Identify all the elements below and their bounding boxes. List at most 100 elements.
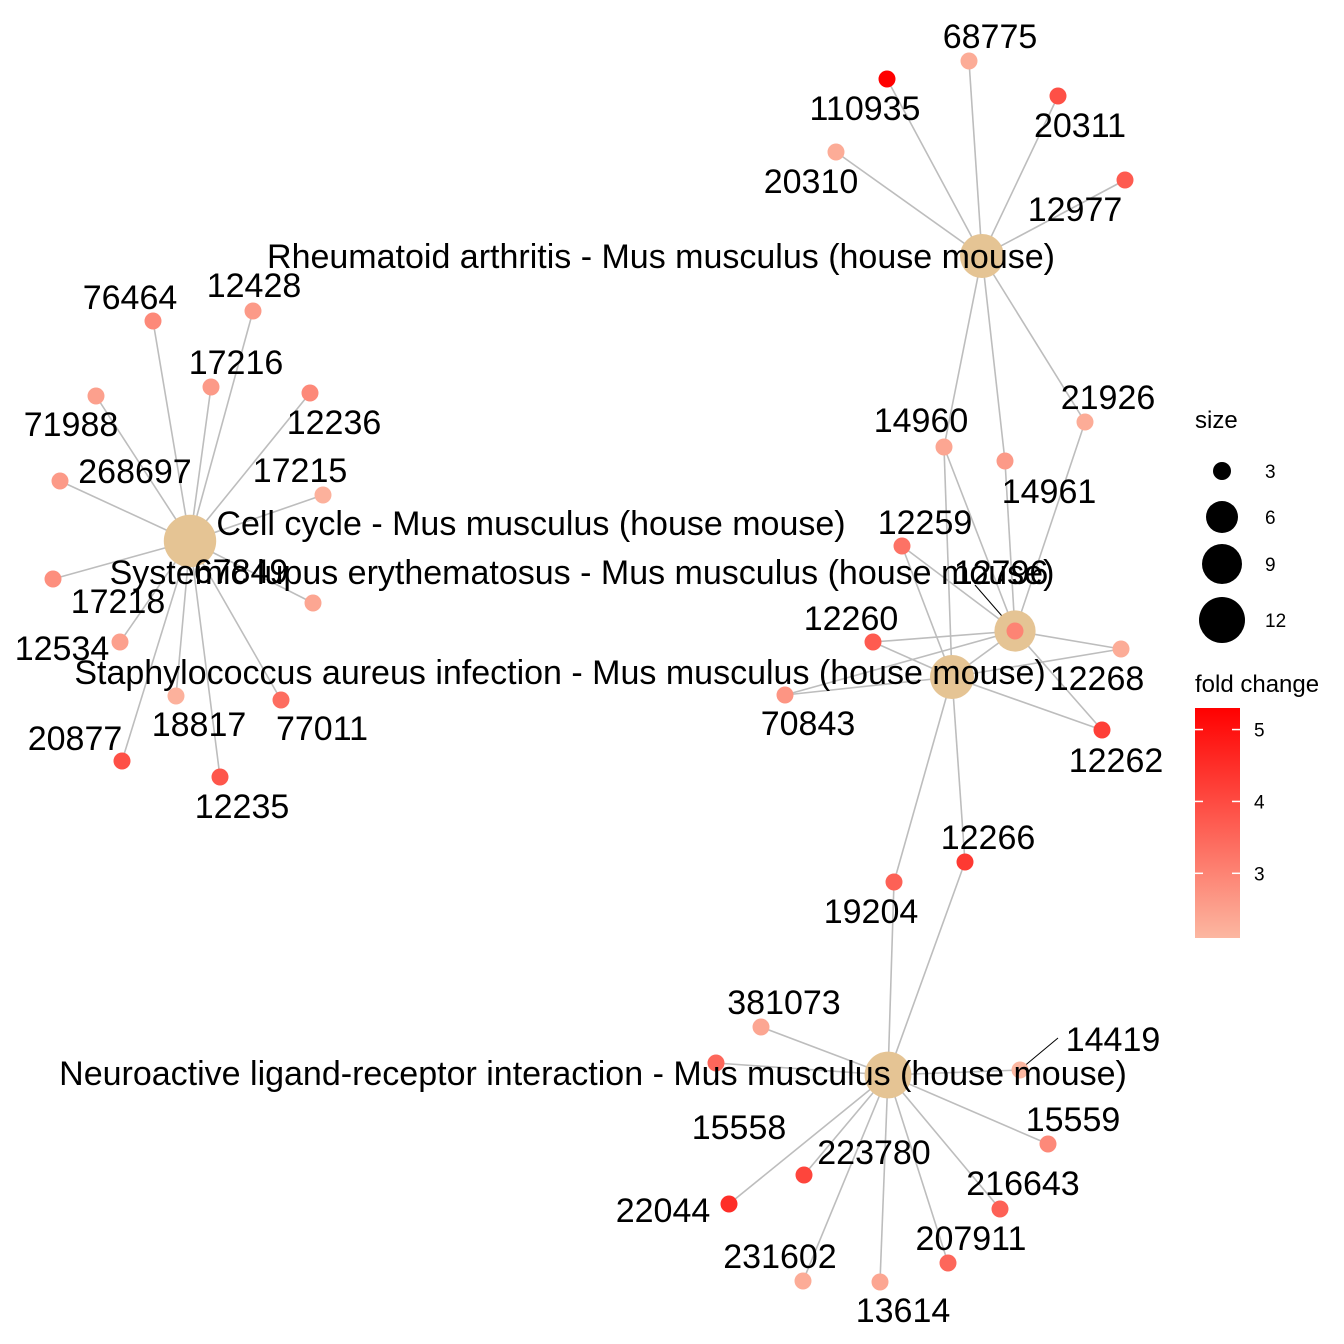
gene-node-68775[interactable] [960, 52, 978, 70]
gene-node-20311[interactable] [1049, 87, 1067, 105]
gene-node-14961[interactable] [996, 452, 1014, 470]
size-legend-key-9 [1202, 544, 1242, 584]
label-leader-line [1021, 1037, 1059, 1069]
gene-node-67849[interactable] [304, 594, 322, 612]
legend: size 3 6 9 12 fold change 3 4 5 [1195, 407, 1319, 938]
edge-p_sa-12262 [951, 676, 1103, 731]
gene-label-18817: 18817 [152, 706, 247, 744]
gene-node-15559[interactable] [1039, 1135, 1057, 1153]
gene-node-381073[interactable] [752, 1018, 770, 1036]
edge-p_cc-71988 [95, 395, 191, 542]
gene-node-12260[interactable] [864, 633, 882, 651]
pathway-node-ra[interactable] [960, 234, 1004, 278]
gene-node-12235[interactable] [211, 768, 229, 786]
gene-node-17218[interactable] [44, 570, 62, 588]
gene-node-12796[interactable] [1006, 622, 1024, 640]
gene-label-15559: 15559 [1026, 1101, 1121, 1139]
edge-p_sle-70843 [784, 630, 1016, 696]
gene-node-12266[interactable] [956, 853, 974, 871]
gene-label-71988: 71988 [24, 406, 119, 444]
edge-p_ra-110935 [886, 78, 983, 257]
edge-p_cc-20877 [121, 540, 191, 762]
gene-node-14960[interactable] [935, 438, 953, 456]
gene-node-216643[interactable] [991, 1200, 1009, 1218]
gene-node-18817[interactable] [167, 687, 185, 705]
gene-label-21926: 21926 [1061, 379, 1156, 417]
gene-node-17216[interactable] [202, 378, 220, 396]
gene-node-14419[interactable] [1011, 1061, 1029, 1079]
gene-node-12262[interactable] [1093, 721, 1111, 739]
edge-p_sle-14960 [943, 446, 1016, 632]
colorbar-label-4: 4 [1254, 792, 1265, 813]
gene-node-12268[interactable] [1112, 640, 1130, 658]
gene-node-13614[interactable] [871, 1273, 889, 1291]
gene-node-76464[interactable] [144, 312, 162, 330]
gene-label-216643: 216643 [966, 1165, 1079, 1203]
gene-node-77011[interactable] [272, 691, 290, 709]
gene-label-231602: 231602 [723, 1238, 836, 1276]
fold-change-colorbar [1195, 708, 1240, 938]
gene-label-14419: 14419 [1066, 1021, 1161, 1059]
gene-node-12977[interactable] [1116, 171, 1134, 189]
pathway-label-ra: Rheumatoid arthritis - Mus musculus (hou… [267, 238, 1055, 276]
gene-node-20877[interactable] [113, 752, 131, 770]
edge-p_cc-77011 [189, 540, 282, 701]
edge-p_neuro-12266 [887, 861, 966, 1076]
gene-node-12259[interactable] [893, 537, 911, 555]
gene-node-70843[interactable] [776, 686, 794, 704]
edge-p_neuro-231602 [802, 1074, 889, 1282]
gene-label-17215: 17215 [253, 452, 348, 490]
gene-node-21926[interactable] [1076, 413, 1094, 431]
node-layer [44, 52, 1134, 1291]
pathway-node-cc[interactable] [163, 514, 217, 568]
gene-node-71988[interactable] [87, 387, 105, 405]
edge-p_neuro-22044 [728, 1074, 889, 1205]
size-legend-key-12 [1199, 597, 1245, 643]
gene-label-12236: 12236 [287, 404, 382, 442]
gene-node-268697[interactable] [51, 472, 69, 490]
pathway-node-neuro[interactable] [864, 1051, 912, 1099]
gene-node-20310[interactable] [827, 143, 845, 161]
gene-node-17215[interactable] [314, 486, 332, 504]
edge-p_ra-14961 [981, 255, 1006, 462]
edge-p_sa-12259 [901, 545, 953, 678]
gene-node-15558[interactable] [707, 1054, 725, 1072]
gene-node-12534[interactable] [111, 633, 129, 651]
edge-p_neuro-216643 [887, 1074, 1001, 1210]
gene-node-231602[interactable] [794, 1272, 812, 1290]
edge-p_sle-12259 [901, 545, 1016, 632]
gene-node-22044[interactable] [720, 1195, 738, 1213]
pathway-node-sa[interactable] [930, 655, 974, 699]
gene-node-223780[interactable] [795, 1166, 813, 1184]
edge-p_sa-19204 [893, 676, 953, 883]
gene-label-77011: 77011 [276, 710, 368, 748]
edge-p_neuro-13614 [879, 1074, 889, 1283]
gene-node-19204[interactable] [885, 873, 903, 891]
label-layer: 68775 110935 20311 20310 12977 21926 14960 1496… [15, 18, 1164, 1330]
gene-node-110935[interactable] [878, 70, 896, 88]
gene-label-223780: 223780 [817, 1134, 930, 1172]
edge-p_cc-76464 [152, 320, 191, 542]
gene-label-70843: 70843 [761, 705, 856, 743]
colorbar-label-3: 3 [1254, 864, 1265, 885]
gene-label-14961: 14961 [1002, 473, 1097, 511]
gene-label-17218: 17218 [71, 583, 166, 621]
edge-p_sle-21926 [1014, 421, 1086, 632]
gene-node-12236[interactable] [301, 384, 319, 402]
gene-label-381073: 381073 [727, 984, 840, 1022]
size-legend-label-9: 9 [1265, 555, 1276, 576]
size-legend-label-12: 12 [1265, 611, 1286, 632]
gene-node-207911[interactable] [939, 1254, 957, 1272]
edge-p_ra-14960 [943, 255, 983, 448]
edge-p_neuro-207911 [887, 1074, 949, 1264]
edge-p_cc-12236 [189, 392, 311, 542]
edge-p_cc-12235 [189, 540, 221, 778]
size-legend-label-6: 6 [1265, 508, 1276, 529]
pathway-label-neuro: Neuroactive ligand-receptor interaction … [59, 1055, 1127, 1093]
edge-p_sle-12262 [1014, 630, 1103, 731]
edge-p_sle-14961 [1004, 460, 1016, 632]
gene-label-110935: 110935 [810, 90, 921, 128]
edge-p_cc-12428 [189, 310, 254, 542]
gene-node-12428[interactable] [244, 302, 262, 320]
